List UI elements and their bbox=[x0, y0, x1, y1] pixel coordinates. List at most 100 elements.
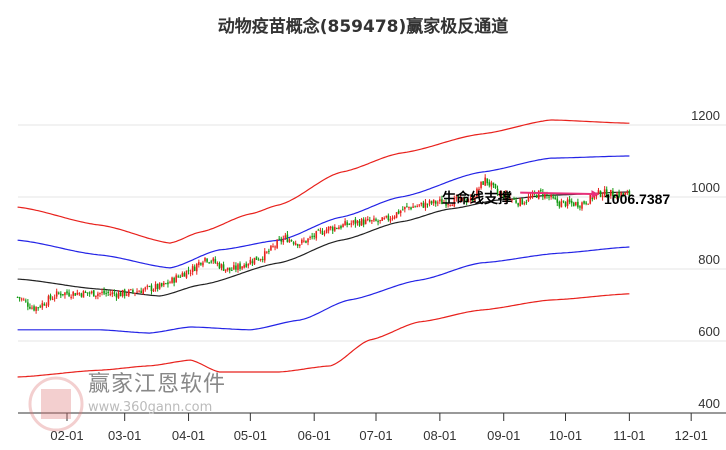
candle bbox=[383, 218, 386, 220]
candle bbox=[78, 293, 81, 295]
candle bbox=[519, 198, 521, 207]
candle bbox=[80, 293, 83, 297]
candle bbox=[397, 210, 400, 214]
candle bbox=[492, 182, 495, 185]
candle bbox=[286, 234, 289, 243]
candle bbox=[282, 238, 285, 243]
candle bbox=[447, 204, 449, 206]
candle bbox=[488, 182, 491, 186]
candle bbox=[301, 239, 303, 244]
candle bbox=[354, 219, 357, 225]
candle bbox=[228, 267, 231, 271]
candle bbox=[540, 190, 542, 192]
candle bbox=[123, 289, 126, 296]
candle bbox=[572, 202, 575, 207]
candle bbox=[529, 196, 532, 198]
candle bbox=[416, 206, 418, 208]
candle bbox=[449, 204, 451, 206]
candle bbox=[243, 265, 245, 268]
candle bbox=[327, 226, 330, 231]
candle bbox=[387, 215, 390, 220]
candle bbox=[548, 196, 550, 198]
candle bbox=[33, 306, 35, 311]
annotation-arrow bbox=[520, 191, 599, 196]
candle bbox=[245, 263, 248, 267]
candle bbox=[95, 295, 97, 298]
candle bbox=[445, 201, 447, 206]
candle bbox=[472, 196, 474, 202]
candle bbox=[420, 202, 423, 205]
candle bbox=[66, 291, 68, 294]
arrow-head-icon bbox=[591, 190, 599, 199]
candle bbox=[57, 292, 60, 294]
candle bbox=[109, 293, 112, 295]
candle bbox=[311, 236, 313, 238]
candle bbox=[298, 244, 301, 246]
candle bbox=[484, 177, 486, 186]
candle bbox=[346, 222, 348, 225]
candle bbox=[268, 250, 270, 252]
candle bbox=[37, 307, 39, 309]
candle bbox=[22, 299, 25, 301]
candle bbox=[453, 197, 456, 207]
candle bbox=[125, 294, 128, 296]
candle bbox=[476, 188, 478, 198]
candle bbox=[624, 192, 627, 195]
candle bbox=[364, 219, 367, 225]
candle bbox=[119, 292, 122, 297]
candle bbox=[204, 257, 206, 262]
candle bbox=[321, 231, 324, 235]
candle bbox=[581, 202, 583, 209]
candle bbox=[251, 261, 254, 263]
candle bbox=[410, 207, 412, 210]
candle bbox=[500, 193, 503, 195]
candle bbox=[284, 235, 287, 238]
candle bbox=[140, 290, 142, 294]
candle bbox=[577, 201, 579, 208]
candle bbox=[389, 218, 392, 222]
candle bbox=[439, 199, 441, 202]
x-tick-label: 03-01 bbox=[108, 428, 141, 443]
candle bbox=[292, 242, 295, 244]
candle bbox=[585, 202, 587, 204]
candle bbox=[309, 236, 311, 238]
candle bbox=[193, 266, 196, 271]
candle bbox=[614, 197, 616, 199]
candle bbox=[226, 267, 229, 270]
x-tick-label: 10-01 bbox=[549, 428, 582, 443]
candle bbox=[138, 291, 140, 293]
candle bbox=[43, 303, 46, 306]
candle bbox=[366, 219, 369, 221]
candle bbox=[55, 291, 58, 297]
candle bbox=[610, 189, 612, 196]
candle bbox=[111, 292, 114, 295]
candle bbox=[618, 192, 620, 197]
candle bbox=[82, 290, 85, 298]
candle bbox=[482, 181, 484, 185]
candle bbox=[146, 285, 149, 287]
annotation-value: 1006.7387 bbox=[604, 191, 670, 207]
candle bbox=[558, 201, 561, 207]
candle bbox=[408, 206, 410, 208]
y-tick-label: 1200 bbox=[691, 108, 720, 123]
candle bbox=[70, 296, 72, 298]
candle bbox=[39, 306, 42, 308]
candle bbox=[255, 256, 258, 260]
candle bbox=[428, 200, 431, 204]
candle bbox=[97, 293, 99, 296]
candle bbox=[27, 302, 29, 307]
candle bbox=[404, 206, 406, 210]
candle bbox=[51, 298, 54, 300]
candle bbox=[31, 307, 33, 309]
candle bbox=[443, 202, 445, 204]
candle bbox=[189, 272, 192, 274]
candle bbox=[552, 196, 554, 198]
x-tick-label: 05-01 bbox=[234, 428, 267, 443]
candle bbox=[358, 221, 361, 226]
candle bbox=[158, 283, 161, 289]
candle bbox=[144, 287, 147, 290]
candle bbox=[235, 265, 237, 270]
candle bbox=[274, 246, 276, 248]
candle bbox=[210, 261, 212, 263]
candle bbox=[247, 264, 250, 266]
